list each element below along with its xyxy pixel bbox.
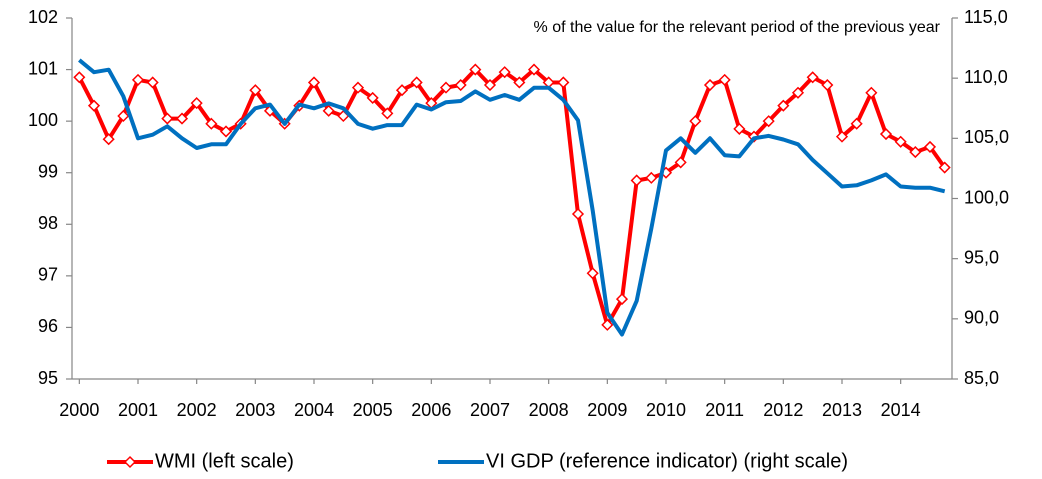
x-tick-label: 2001 xyxy=(118,400,158,420)
y-tick-label: 100 xyxy=(28,110,58,130)
data-point xyxy=(557,76,570,89)
data-point xyxy=(219,125,233,138)
series-line xyxy=(78,58,946,337)
data-point xyxy=(351,81,365,94)
data-point xyxy=(205,117,218,130)
x-tick-label: 2012 xyxy=(763,400,803,420)
data-point xyxy=(645,171,658,184)
data-point xyxy=(850,117,863,130)
data-point xyxy=(894,135,907,148)
data-point xyxy=(938,161,951,174)
data-point xyxy=(630,174,643,187)
y2-tick-label: 95,0 xyxy=(964,247,999,267)
y-tick-label: 99 xyxy=(38,161,58,181)
data-point xyxy=(601,318,614,331)
data-point xyxy=(806,71,819,84)
x-tick-label: 2010 xyxy=(646,400,686,420)
legend-label: VI GDP (reference indicator) (right scal… xyxy=(486,450,848,472)
y2-tick-label: 115,0 xyxy=(964,7,1008,27)
y-tick-label: 102 xyxy=(28,7,58,27)
data-point xyxy=(571,207,585,221)
data-point xyxy=(689,115,702,128)
data-point xyxy=(615,293,629,306)
data-point xyxy=(175,112,189,125)
data-point xyxy=(117,109,130,123)
data-point xyxy=(102,133,115,146)
x-tick-label: 2004 xyxy=(294,400,334,420)
data-point xyxy=(410,76,423,89)
x-tick-label: 2006 xyxy=(411,400,451,420)
data-point xyxy=(190,97,203,110)
x-tick-label: 2000 xyxy=(59,400,99,420)
data-point xyxy=(439,81,453,94)
annotation: % of the value for the relevant period o… xyxy=(534,19,941,36)
y-tick-label: 98 xyxy=(38,213,58,233)
data-point xyxy=(527,63,541,76)
x-tick-label: 2014 xyxy=(881,400,921,420)
data-point xyxy=(879,127,893,141)
data-point xyxy=(718,73,731,86)
data-point xyxy=(791,86,805,99)
legend-label: WMI (left scale) xyxy=(155,450,294,472)
data-point xyxy=(322,104,335,117)
series-line xyxy=(77,67,947,327)
data-point xyxy=(469,63,482,76)
data-point xyxy=(703,78,717,92)
data-point xyxy=(87,99,101,112)
y-tick-label: 96 xyxy=(38,316,58,336)
data-point xyxy=(146,76,159,89)
data-point xyxy=(381,107,394,120)
data-point xyxy=(307,76,321,89)
x-tick-label: 2007 xyxy=(470,400,510,420)
data-point xyxy=(674,156,687,169)
x-tick-label: 2011 xyxy=(705,400,744,420)
data-point xyxy=(821,78,834,92)
data-point xyxy=(249,84,262,97)
data-point xyxy=(498,66,511,79)
y-tick-label: 97 xyxy=(38,265,58,285)
x-tick-label: 2009 xyxy=(587,400,627,420)
data-point xyxy=(454,78,467,92)
y2-tick-label: 90,0 xyxy=(964,308,999,328)
y2-tick-label: 100,0 xyxy=(964,187,1009,207)
data-point xyxy=(586,267,599,280)
data-point xyxy=(865,86,878,99)
data-point xyxy=(835,130,849,143)
data-point xyxy=(733,122,746,135)
data-point xyxy=(923,140,937,153)
data-point xyxy=(131,73,145,86)
y2-tick-label: 105,0 xyxy=(964,127,1009,147)
x-tick-label: 2013 xyxy=(822,400,862,420)
y2-tick-label: 110,0 xyxy=(964,67,1008,87)
x-tick-label: 2003 xyxy=(235,400,275,420)
y2-tick-label: 85,0 xyxy=(964,368,999,388)
y-tick-label: 101 xyxy=(28,58,58,78)
data-point xyxy=(161,112,174,125)
data-point xyxy=(513,76,526,89)
data-point xyxy=(762,115,775,128)
data-point xyxy=(73,71,86,84)
data-point xyxy=(777,99,790,112)
x-tick-label: 2008 xyxy=(529,400,569,420)
legend-marker xyxy=(123,455,137,469)
y-tick-label: 95 xyxy=(38,368,58,388)
data-point xyxy=(366,91,379,104)
data-point xyxy=(909,146,922,159)
data-point xyxy=(395,84,409,97)
x-tick-label: 2005 xyxy=(353,400,393,420)
data-point xyxy=(483,78,497,92)
x-tick-label: 2002 xyxy=(177,400,217,420)
